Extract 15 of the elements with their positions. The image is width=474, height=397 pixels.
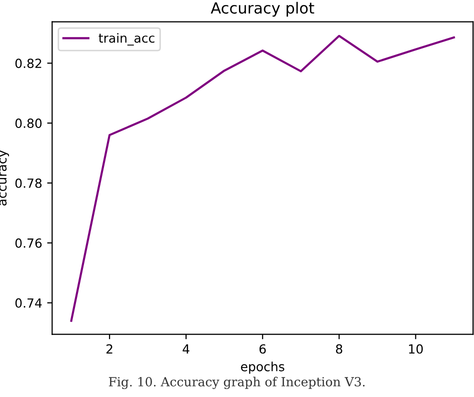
line-series (70, 34, 455, 322)
caption: Fig. 10. Accuracy graph of Inception V3. (108, 376, 365, 390)
y-tick-label: 0.78 (15, 178, 42, 188)
y-tick-label: 0.74 (15, 298, 42, 308)
y-tick-label: 0.82 (15, 58, 42, 68)
x-axis-title: epochs (240, 362, 284, 374)
x-tick-label: 6 (259, 344, 266, 354)
legend-label: train_acc (98, 33, 154, 46)
x-tick-label: 2 (106, 344, 112, 354)
chart-title: Accuracy plot (210, 2, 314, 17)
x-tick-label: 10 (409, 344, 423, 354)
y-tick-label: 0.76 (15, 238, 42, 248)
x-tick-label: 4 (182, 344, 190, 354)
x-tick-label: 8 (336, 344, 342, 354)
y-tick-label: 0.80 (15, 118, 42, 128)
